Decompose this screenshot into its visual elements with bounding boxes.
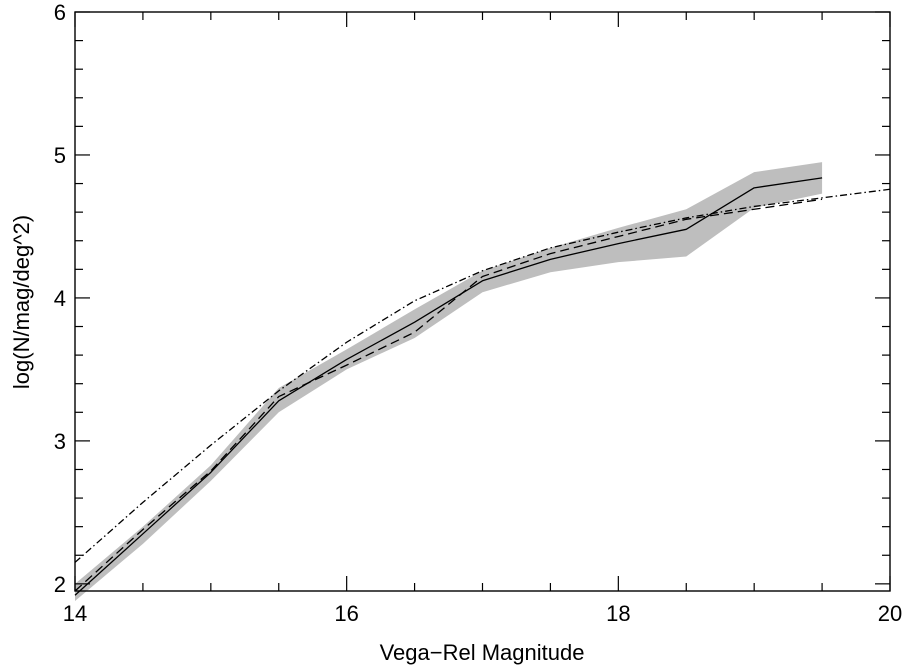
solid-series-line xyxy=(74,177,823,596)
ticks-layer xyxy=(74,11,891,591)
tick-labels-layer: 14 16 18 20 2 3 4 5 6 xyxy=(54,0,902,626)
y-tick-label: 4 xyxy=(54,286,66,311)
series-layer xyxy=(74,177,891,596)
y-axis-title: log(N/mag/deg^2) xyxy=(9,215,34,389)
uncertainty-band-layer xyxy=(75,162,823,602)
x-tick-label: 16 xyxy=(334,601,358,626)
uncertainty-band xyxy=(75,162,823,602)
dashdot-series-line xyxy=(74,188,891,563)
x-axis-title: Vega−Rel Magnitude xyxy=(380,640,585,665)
x-tick-label: 14 xyxy=(63,601,87,626)
y-tick-label: 6 xyxy=(54,0,66,25)
x-tick-label: 20 xyxy=(878,601,902,626)
x-tick-label: 18 xyxy=(606,601,630,626)
dashed-series-line xyxy=(74,198,823,592)
y-tick-label: 5 xyxy=(54,143,66,168)
y-tick-label: 2 xyxy=(54,572,66,597)
y-tick-label: 3 xyxy=(54,429,66,454)
